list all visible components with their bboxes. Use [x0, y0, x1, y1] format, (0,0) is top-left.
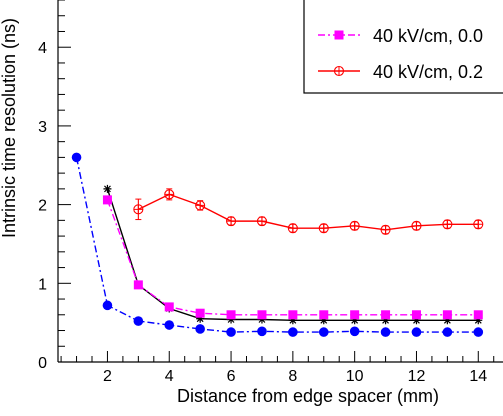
data-point: [226, 327, 236, 337]
data-point: [133, 316, 144, 326]
data-point: [318, 223, 329, 234]
data-point: [350, 310, 360, 320]
series-line: [106, 199, 479, 316]
data-point: [411, 310, 421, 320]
data-point: [411, 220, 422, 231]
data-point: [349, 220, 360, 231]
data-point: [319, 316, 328, 325]
data-point: [164, 189, 175, 200]
data-point: [257, 315, 266, 324]
data-point: [195, 200, 206, 211]
y-axis-label: Intrinsic time resolution (ns): [0, 18, 19, 238]
axes: [57, 0, 503, 363]
data-point: [103, 184, 112, 193]
legend-box: [303, 0, 503, 94]
legend-label: 40 kV/cm, 0.0: [373, 26, 483, 46]
data-point: [257, 310, 267, 320]
data-point: [71, 152, 82, 163]
y-tick-label: 0: [38, 355, 47, 372]
x-axis-label: Distance from edge spacer (mm): [177, 386, 439, 406]
series-line: [75, 157, 479, 333]
data-point: [381, 316, 390, 325]
x-tick-label: 2: [103, 368, 112, 385]
data-point: [318, 327, 329, 337]
data-point: [288, 310, 298, 320]
series-2: [103, 184, 483, 325]
data-point: [256, 216, 268, 227]
y-tick-label: 2: [38, 198, 47, 215]
data-point: [226, 310, 236, 320]
series-4: [133, 188, 484, 235]
data-point: [474, 316, 483, 325]
y-tick-label: 1: [38, 276, 47, 293]
legend-marker: [334, 30, 344, 40]
legend: 40 kV/cm, 0.0 40 kV/cm, 0.2: [303, 0, 503, 94]
legend-label: 40 kV/cm, 0.2: [373, 62, 483, 82]
y-tick-label: 3: [38, 119, 47, 136]
series-layer: [71, 152, 484, 337]
legend-marker: [333, 65, 345, 77]
data-point: [195, 308, 205, 318]
data-point: [164, 320, 175, 330]
series-line: [106, 188, 479, 321]
data-point: [226, 216, 237, 227]
data-point: [288, 316, 297, 325]
data-point: [102, 300, 113, 311]
data-point: [381, 310, 391, 320]
x-tick-label: 6: [227, 368, 236, 385]
legend-entry: 40 kV/cm, 0.2: [318, 62, 483, 82]
data-point: [227, 315, 236, 324]
data-point: [349, 326, 360, 337]
data-point: [442, 310, 452, 320]
legend-entry: 40 kV/cm, 0.0: [318, 26, 483, 46]
data-point: [195, 324, 205, 334]
data-point: [133, 204, 144, 215]
x-tick-label: 14: [469, 368, 487, 385]
data-point: [412, 316, 421, 325]
data-point: [473, 310, 483, 320]
data-point: [443, 316, 452, 325]
data-point: [196, 314, 205, 323]
data-point: [102, 195, 112, 205]
y-tick-label: 4: [38, 40, 47, 57]
series-3: [102, 195, 483, 320]
x-tick-label: 4: [165, 368, 174, 385]
data-point: [288, 327, 298, 337]
data-point: [473, 327, 484, 337]
data-point: [380, 224, 391, 235]
data-point: [133, 280, 143, 290]
x-tick-label: 8: [288, 368, 297, 385]
series-1: [71, 152, 484, 337]
data-point: [350, 316, 359, 325]
x-tick-label: 12: [408, 368, 426, 385]
data-point: [442, 219, 453, 230]
x-tick-label: 10: [346, 368, 364, 385]
series-line: [138, 193, 479, 231]
data-point: [287, 223, 298, 234]
data-point: [442, 327, 453, 337]
data-point: [411, 327, 422, 337]
data-point: [164, 302, 174, 312]
data-point: [380, 327, 391, 337]
data-point: [319, 310, 329, 320]
data-point: [473, 219, 484, 230]
data-point: [257, 326, 267, 337]
